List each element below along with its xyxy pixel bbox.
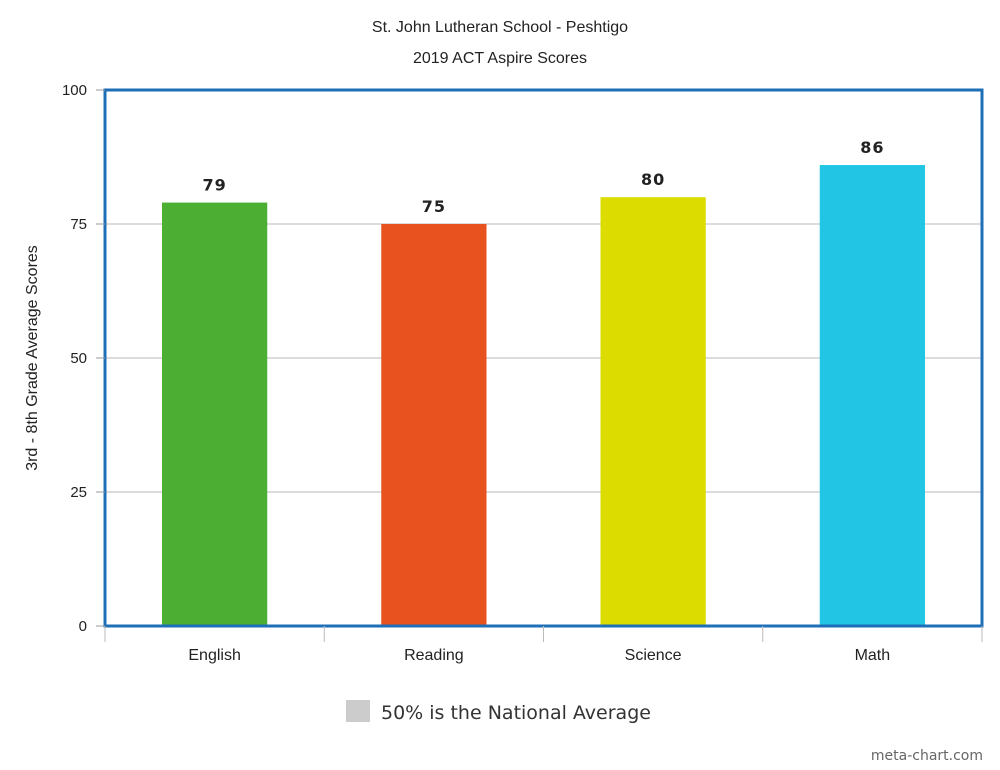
category-label-reading: Reading <box>404 647 464 664</box>
data-label-science: 80 <box>641 170 665 189</box>
bar-english <box>162 202 268 626</box>
legend-label: 50% is the National Average <box>381 702 651 724</box>
y-tick-label: 75 <box>70 216 87 233</box>
category-label-math: Math <box>855 647 891 664</box>
bar-math <box>819 165 925 627</box>
y-tick-label: 100 <box>62 82 87 99</box>
y-tick-label: 25 <box>70 484 87 501</box>
y-axis-ticks: 0 25 50 75 100 <box>62 82 105 635</box>
data-label-english: 79 <box>202 176 226 195</box>
chart-subtitle: 2019 ACT Aspire Scores <box>413 50 587 67</box>
y-tick-label: 50 <box>70 350 87 367</box>
category-label-english: English <box>188 647 240 664</box>
y-tick-label: 0 <box>79 618 87 635</box>
bars: 79 75 80 86 <box>162 138 925 627</box>
bar-reading <box>381 224 487 626</box>
x-axis-ticks: English Reading Science Math <box>104 626 983 664</box>
legend: 50% is the National Average <box>346 700 651 724</box>
data-label-reading: 75 <box>422 197 446 216</box>
legend-swatch <box>346 700 370 722</box>
chart-title: St. John Lutheran School - Peshtigo <box>372 19 628 36</box>
bar-science <box>600 197 706 626</box>
data-label-math: 86 <box>860 138 884 157</box>
y-axis-title: 3rd - 8th Grade Average Scores <box>24 245 41 471</box>
category-label-science: Science <box>625 647 682 664</box>
credit-text: meta-chart.com <box>871 748 983 764</box>
